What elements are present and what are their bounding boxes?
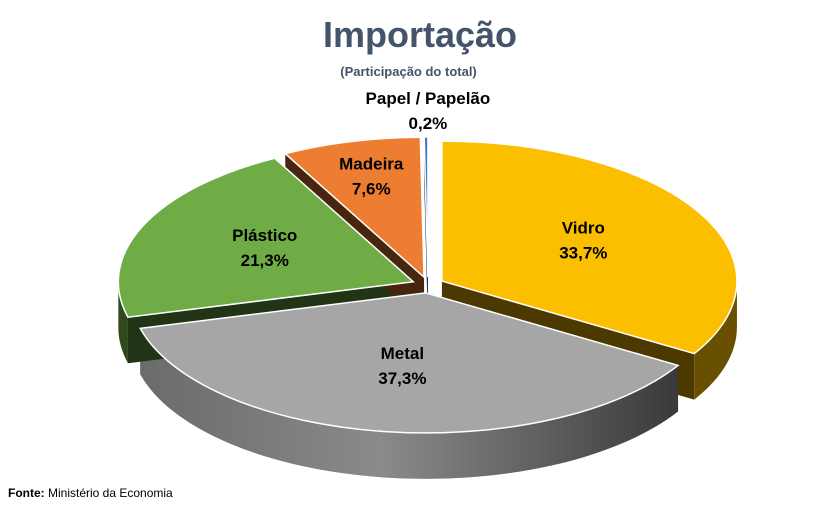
source-note: Fonte: Ministério da Economia <box>8 486 173 500</box>
chart-title: Importação <box>322 14 518 55</box>
slice-madeira <box>283 136 425 279</box>
slice-name-vidro: Vidro <box>562 218 605 237</box>
slice-name-papel-papelao: Papel / Papelão <box>366 89 491 108</box>
slice-value-vidro: 33,7% <box>559 243 607 262</box>
slice-rim-metal <box>140 328 679 479</box>
slice-name-metal: Metal <box>381 344 424 363</box>
pie-labels: Vidro 33,7% Metal 37,3% Plástico 21,3% Madeira… <box>232 89 607 388</box>
slice-name-madeira: Madeira <box>339 155 404 174</box>
slice-plastico <box>117 157 416 319</box>
slice-rim-vidro <box>694 281 737 400</box>
slice-value-madeira: 7,6% <box>352 180 391 199</box>
chart-subtitle: (Participação do total) <box>340 64 477 79</box>
slice-value-plastico: 21,3% <box>241 251 289 270</box>
source-text: Ministério da Economia <box>48 486 173 500</box>
pie-slices <box>117 136 738 434</box>
slice-value-metal: 37,3% <box>378 369 426 388</box>
slice-papel-papelao <box>423 136 429 278</box>
slice-metal <box>139 292 680 434</box>
slice-value-papel-papelao: 0,2% <box>409 114 448 133</box>
slice-name-plastico: Plástico <box>232 226 297 245</box>
slice-vidro <box>441 140 738 355</box>
source-label: Fonte: <box>8 486 45 500</box>
